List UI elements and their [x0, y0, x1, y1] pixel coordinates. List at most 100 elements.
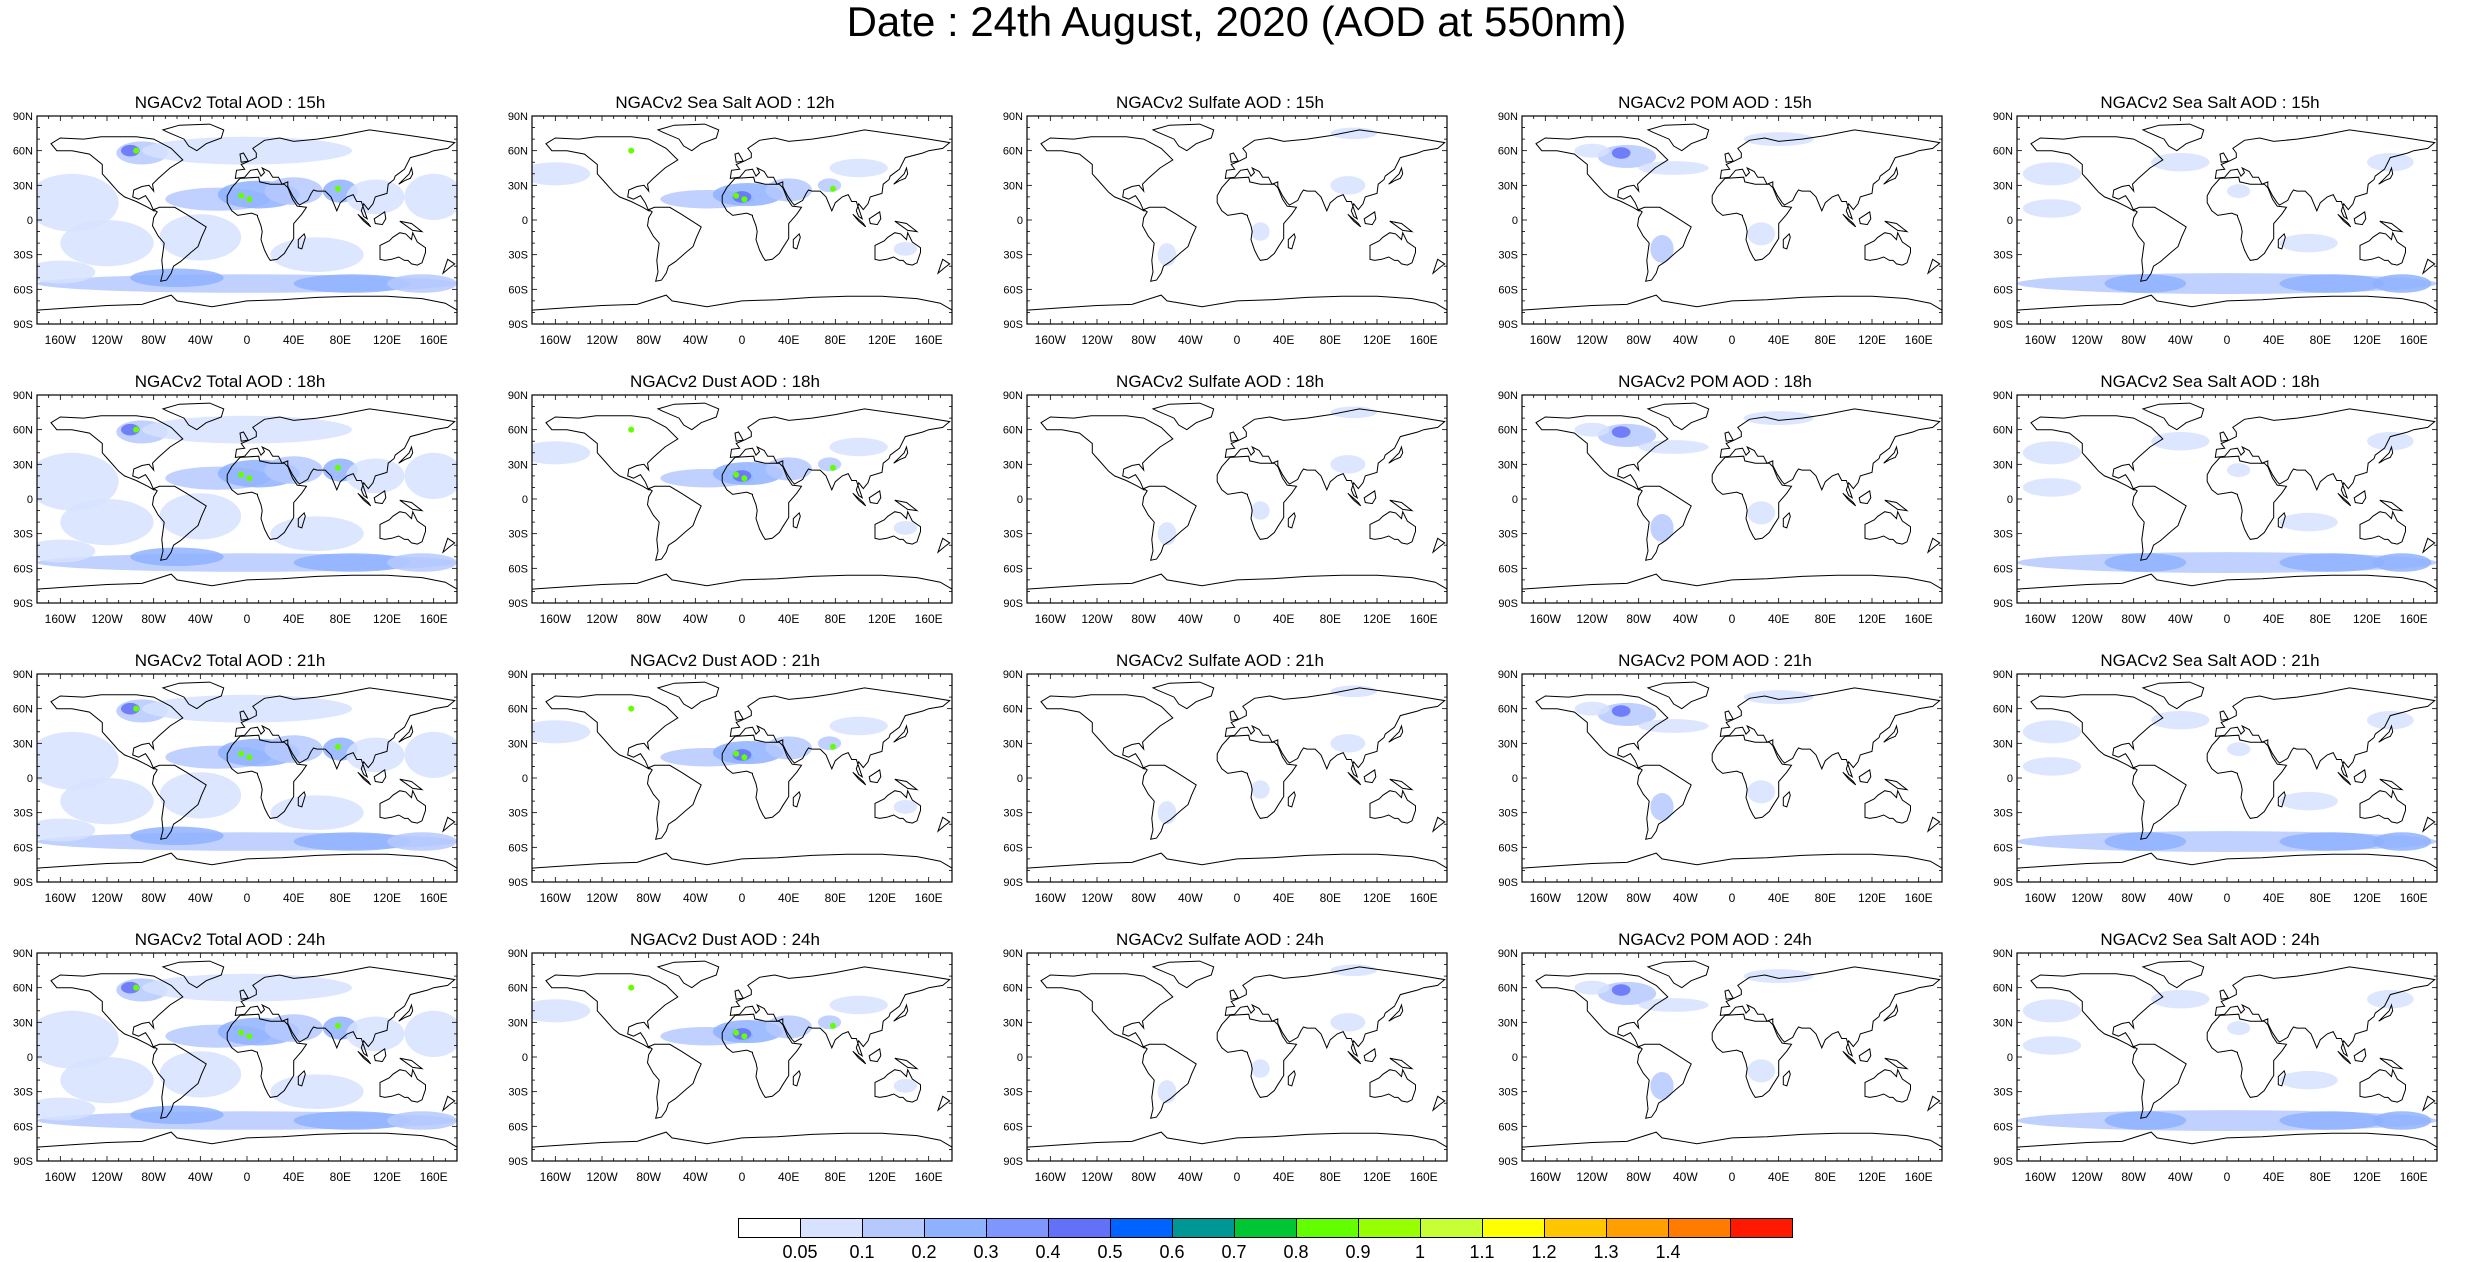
lon-tick-label: 160W — [45, 891, 77, 905]
tick-marks — [531, 673, 953, 883]
aod-blob — [2367, 989, 2414, 1009]
coastline-northAmerica — [2030, 694, 2164, 771]
coastline-antarcticaCoast — [1027, 294, 1447, 311]
lon-tick-label: 160W — [540, 891, 572, 905]
tick-marks — [531, 115, 953, 325]
lat-tick-label: 90N — [13, 669, 33, 681]
lat-tick-label: 30S — [1003, 250, 1023, 262]
lon-tick-label: 40W — [683, 891, 708, 905]
lon-tick-label: 120E — [2353, 612, 2381, 626]
lon-tick-label: 40W — [1673, 612, 1698, 626]
aod-blob — [1611, 147, 1631, 159]
lon-tick-label: 160E — [1905, 1170, 1933, 1184]
lon-tick-label: 80W — [141, 1170, 166, 1184]
coastline-australia — [874, 510, 921, 545]
coastline-greenland — [1151, 681, 1215, 710]
panel-title: NGACv2 POM AOD : 24h — [1618, 930, 1812, 949]
coastline-northAmerica — [1040, 415, 1174, 492]
coastline-madagascar — [792, 511, 801, 529]
aod-blob — [532, 999, 591, 1023]
lon-tick-label: 0 — [244, 1170, 251, 1184]
aod-blob — [1743, 132, 1814, 147]
map-panel-r4-c5: NGACv2 Sea Salt AOD : 24h 90N 60N 30N 0 30S 60… — [1980, 930, 2440, 1195]
aod-blob — [60, 1057, 154, 1104]
world-map: 90N 60N 30N 0 30S 60S 90S 160W 120W 80W 40W 0 40E 80E… — [508, 669, 953, 905]
coastline-britain — [1724, 710, 1734, 721]
lon-tick-label: 0 — [1234, 891, 1241, 905]
lat-tick-label: 0 — [1512, 1052, 1518, 1064]
lon-tick-label: 160W — [1530, 333, 1562, 347]
coastline-greenland — [2141, 402, 2205, 431]
aod-blob — [404, 173, 457, 220]
aod-blob — [1574, 701, 1610, 716]
coastline-antarcticaCoast — [1522, 573, 1942, 590]
coastline-britain — [2219, 710, 2229, 721]
aod-blob — [817, 1015, 842, 1030]
coastlines — [1027, 960, 1447, 1148]
aod-field — [37, 694, 457, 851]
lat-tick-label: 30N — [508, 1017, 528, 1029]
aod-blob — [2022, 478, 2082, 497]
coastline-africa — [721, 1013, 803, 1098]
lat-tick-label: 60S — [1498, 284, 1518, 296]
coastline-northAmerica — [2030, 415, 2164, 492]
aod-blob — [2151, 710, 2210, 730]
coastline-antarcticaCoast — [2017, 852, 2437, 869]
lon-tick-label: 160W — [45, 1170, 77, 1184]
aod-blob — [2367, 710, 2414, 730]
lat-tick-label: 30N — [1498, 1017, 1518, 1029]
coastline-newZealand — [2421, 258, 2436, 275]
coastline-sumatra — [2337, 771, 2352, 786]
coastline-africa — [1216, 176, 1298, 261]
aod-hotspot — [335, 185, 341, 192]
aod-blob — [1638, 719, 1709, 733]
lon-tick-label: 160W — [540, 1170, 572, 1184]
lon-tick-label: 160W — [540, 333, 572, 347]
coastline-southAmerica — [2131, 1043, 2187, 1119]
lon-tick-label: 120W — [2071, 1170, 2103, 1184]
coastline-newGuinea — [2379, 499, 2404, 512]
tick-marks — [1026, 673, 1448, 883]
tick-marks — [36, 673, 458, 883]
coastline-japan — [2378, 724, 2394, 743]
map-panel-r1-c1: NGACv2 Total AOD : 15h 90N 60N 30N 0 30S 60S 90… — [0, 93, 460, 358]
lat-tick-label: 60N — [508, 146, 528, 158]
coastline-antarcticaCoast — [2017, 1131, 2437, 1148]
aod-blob — [159, 493, 242, 540]
coastline-borneo — [1858, 211, 1872, 226]
coastline-australia — [2359, 789, 2406, 824]
coastline-britain — [734, 152, 744, 163]
aod-blob — [1743, 411, 1814, 426]
coastline-australia — [874, 231, 921, 266]
lon-tick-label: 40W — [188, 1170, 213, 1184]
aod-blob — [60, 778, 154, 825]
coastline-greenland — [1646, 402, 1710, 431]
lat-tick-label: 60N — [13, 704, 33, 716]
lon-tick-label: 120W — [1576, 891, 1608, 905]
coastline-newZealand — [1926, 537, 1941, 554]
lon-tick-label: 40W — [1673, 891, 1698, 905]
lon-tick-label: 40E — [778, 333, 799, 347]
lon-tick-label: 0 — [1729, 333, 1736, 347]
lon-tick-label: 120E — [1858, 1170, 1886, 1184]
lon-tick-label: 0 — [1729, 1170, 1736, 1184]
lat-tick-label: 90N — [508, 390, 528, 402]
coastline-antarcticaCoast — [1522, 1131, 1942, 1148]
aod-blob — [2104, 832, 2187, 851]
lat-tick-label: 30N — [1003, 738, 1023, 750]
aod-field — [1157, 406, 1377, 546]
lon-tick-label: 120W — [586, 612, 618, 626]
coastline-greenland — [161, 123, 225, 152]
coastline-northAmerica — [1040, 136, 1174, 213]
lon-tick-label: 120W — [1081, 891, 1113, 905]
lon-tick-label: 80E — [1320, 1170, 1341, 1184]
world-map: 90N 60N 30N 0 30S 60S 90S 160W 120W 80W 40W 0 40E 80E… — [508, 111, 953, 347]
lat-tick-label: 0 — [1017, 1052, 1023, 1064]
tick-marks — [2016, 673, 2438, 883]
lat-tick-label: 90S — [13, 877, 33, 889]
lat-tick-label: 90N — [1498, 111, 1518, 123]
aod-hotspot — [733, 471, 740, 478]
aod-blob — [829, 158, 888, 178]
aod-hotspot — [741, 754, 748, 761]
aod-blob — [893, 520, 917, 535]
